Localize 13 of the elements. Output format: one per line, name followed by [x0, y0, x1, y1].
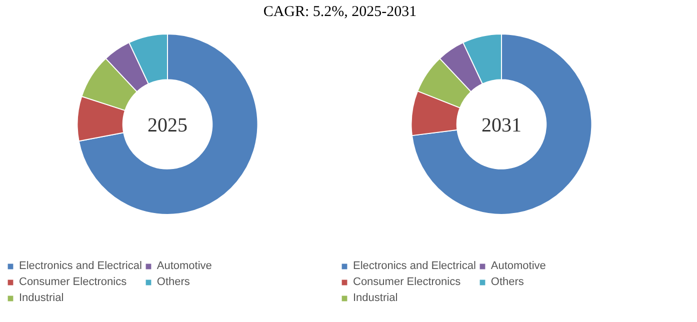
- text: 2025: [148, 114, 188, 136]
- legend-label: Electronics and Electrical: [353, 259, 476, 273]
- legend-label: Consumer Electronics: [19, 275, 127, 289]
- legend-label: Automotive: [490, 259, 546, 273]
- text: 2031: [482, 114, 522, 136]
- legend-label: Industrial: [19, 291, 64, 305]
- text: CAGR: 5.2%, 2025-2031: [263, 3, 417, 22]
- legend-label: Others: [156, 275, 190, 289]
- legend-label: Consumer Electronics: [353, 275, 461, 289]
- legend-label: Automotive: [156, 259, 212, 273]
- legend-label: Others: [490, 275, 524, 289]
- legend-label: Electronics and Electrical: [19, 259, 142, 273]
- legend-label: Industrial: [353, 291, 398, 305]
